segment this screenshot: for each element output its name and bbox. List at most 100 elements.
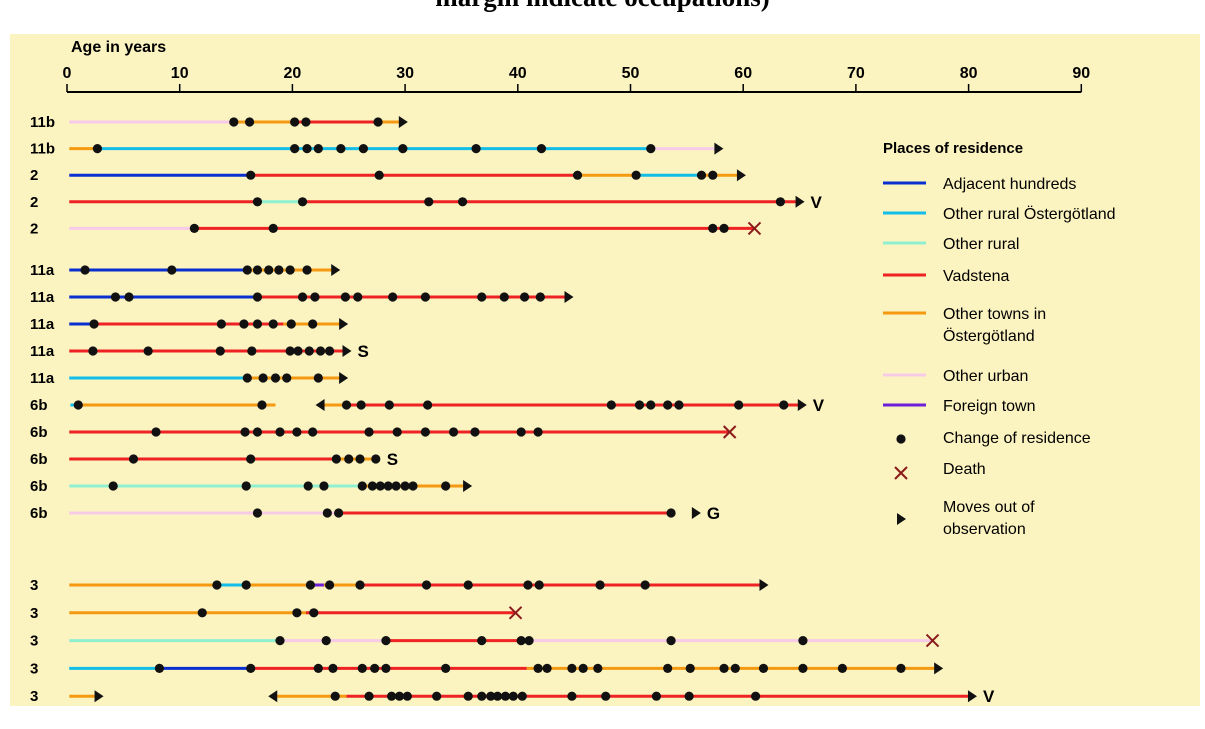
residence-change-dot [252,427,263,437]
residence-change-dot [282,373,292,383]
residence-change-dot [313,373,323,383]
residence-change-dot [301,117,311,127]
residence-change-dot [534,580,544,590]
legend-label: Other urban [943,368,1028,385]
residence-change-dot [270,373,281,383]
residence-change-dot [381,663,391,674]
residence-change-dot [516,427,526,437]
residence-change-dot [293,346,303,356]
residence-change-dot [89,319,99,329]
residence-change-dot [275,427,285,437]
residence-change-dot [593,663,603,674]
residence-change-dot [674,400,684,410]
legend-label: Vadstena [943,268,1010,285]
residence-change-dot [663,400,673,410]
residence-change-dot [80,265,90,275]
residence-change-dot [646,144,656,154]
residence-change-dot [708,223,718,233]
residence-change-dot [523,580,533,590]
row-label: 3 [30,660,38,677]
residence-change-dot [684,691,694,701]
timeline-row: 6b [30,424,730,441]
residence-change-dot [371,454,381,464]
row-end-label: V [813,396,825,415]
death-cross-stroke [747,221,762,236]
residence-change-dot [420,427,430,437]
row-label: 6b [30,478,48,495]
row-label: 2 [30,194,38,211]
residence-change-dot [375,481,385,491]
residence-change-dot [275,636,285,646]
residence-change-dot [313,663,323,674]
residence-change-dot [391,481,401,491]
residence-change-dot [240,427,250,437]
residence-change-dot [303,481,313,491]
death-marker [925,633,940,648]
residence-change-dot [304,346,314,356]
x-tick-label: 30 [396,65,414,82]
residence-change-dot [500,691,511,701]
exit-arrow [339,318,349,330]
death-marker [747,221,762,236]
residence-change-dot [341,400,352,410]
residence-change-dot [383,481,393,491]
exit-arrow [759,579,769,591]
legend-dot-symbol [896,434,906,444]
residence-change-dot [364,691,374,701]
residence-change-dot [663,663,673,674]
timeline-row: 11b [30,114,403,131]
residence-change-dot [779,400,789,410]
residence-change-dot [268,223,278,233]
residence-change-dot [519,292,530,302]
residence-change-dot [798,636,808,646]
residence-change-dot [310,292,320,302]
x-axis-title: Age in years [71,39,166,56]
residence-change-dot [258,373,268,383]
row-label: 11a [30,370,55,387]
exit-arrow [967,690,977,703]
residence-change-dot [285,346,295,356]
exit-arrow [94,690,104,703]
residence-change-dot [292,608,302,618]
row-label: 11a [30,316,55,333]
residence-change-dot [308,319,318,329]
legend-item: Other towns in Östergötland [883,306,1046,345]
legend-label: Death [943,461,986,478]
death-cross-stroke [508,606,523,620]
residence-change-dot [252,265,263,275]
row-label: 6b [30,451,48,468]
residence-change-dot [274,265,284,275]
row-end-label: S [387,450,398,469]
residence-change-dot [471,144,481,154]
residence-change-dot [297,292,308,302]
residence-change-dot [309,608,319,618]
legend-arrow-symbol [897,513,906,525]
residence-change-dot [241,481,251,491]
residence-change-dot [567,691,577,701]
residence-change-dot [358,144,369,154]
timeline-row: 3 [30,577,764,594]
residence-change-dot [189,223,199,233]
exit-arrow [398,116,408,128]
row-label: 6b [30,397,48,414]
residence-change-dot [420,292,430,302]
residence-change-dot [315,346,326,356]
legend-label: Moves out of [943,499,1035,516]
residence-change-dot [336,144,346,154]
death-marker [722,425,737,439]
residence-change-dot [508,691,518,701]
timeline-row: 11a [30,316,344,333]
row-end-label: V [811,193,823,212]
row-label: 3 [30,633,38,650]
legend-item: Death [943,461,986,478]
residence-change-dot [246,170,256,180]
legend-label: Other rural [943,236,1019,253]
residence-change-dot [324,580,335,590]
chart-panel [10,34,1200,706]
legend: Places of residence Adjacent hundreds Othe… [883,140,1116,538]
residence-change-dot [423,400,433,410]
residence-change-dot [244,117,255,127]
residence-change-dot [344,454,354,464]
residence-change-dot [313,144,323,154]
